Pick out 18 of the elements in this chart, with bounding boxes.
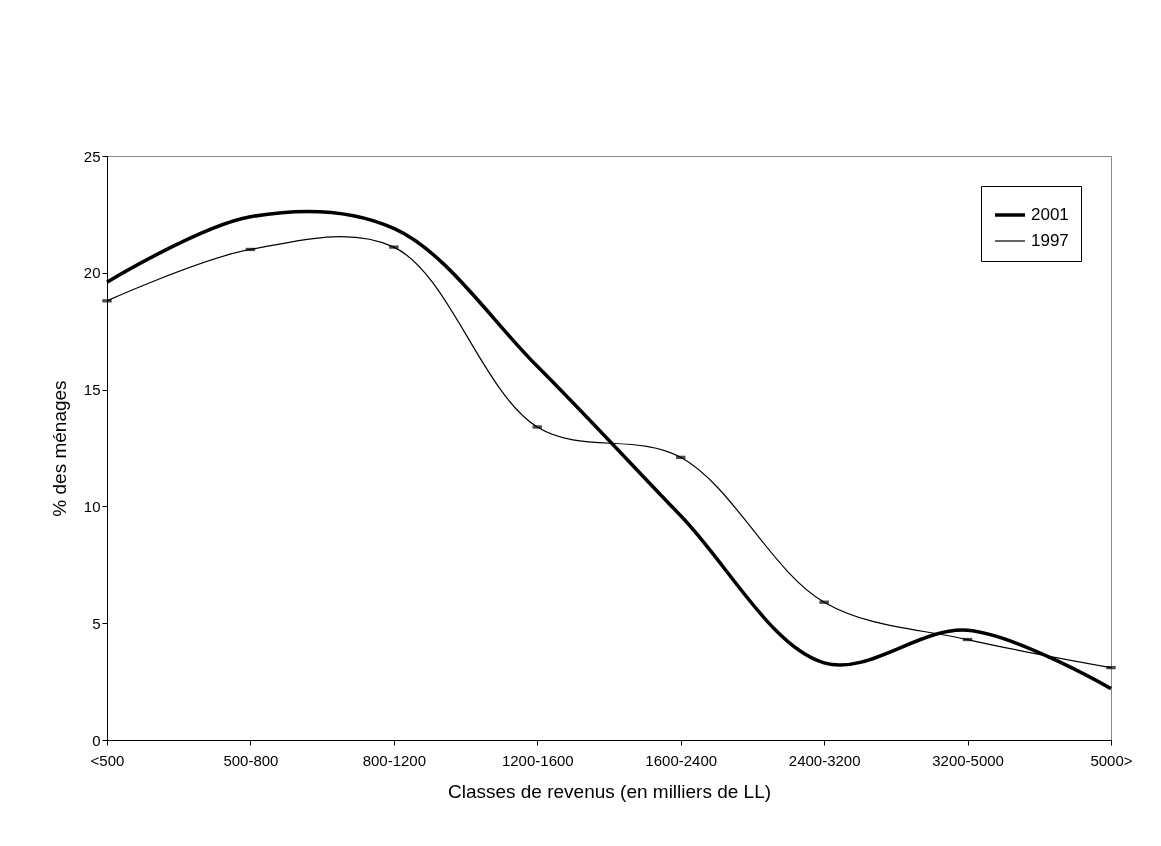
y-tick-label: 15 [83,381,101,399]
x-tick-label: 3200-5000 [932,751,1004,769]
x-tick-label: 1600-2400 [645,751,718,769]
x-tick-label: 800-1200 [362,751,427,769]
legend-label: 1997 [1031,231,1069,250]
x-tick-label: 5000> [1090,751,1133,769]
y-tick-label: 5 [92,614,101,632]
y-tick-label: 25 [83,147,101,165]
x-axis-title: Classes de revenus (en milliers de LL) [447,780,772,802]
y-axis-title: % des ménages [48,380,70,517]
y-tick-label: 20 [83,264,101,282]
legend-label: 2001 [1031,205,1069,224]
y-tick-label: 0 [92,731,101,749]
x-tick-label: <500 [90,751,125,769]
x-tick-label: 1200-1600 [501,751,574,769]
x-tick-label: 500-800 [223,751,279,769]
x-tick-label: 2400-3200 [788,751,861,769]
y-tick-label: 10 [83,497,101,515]
